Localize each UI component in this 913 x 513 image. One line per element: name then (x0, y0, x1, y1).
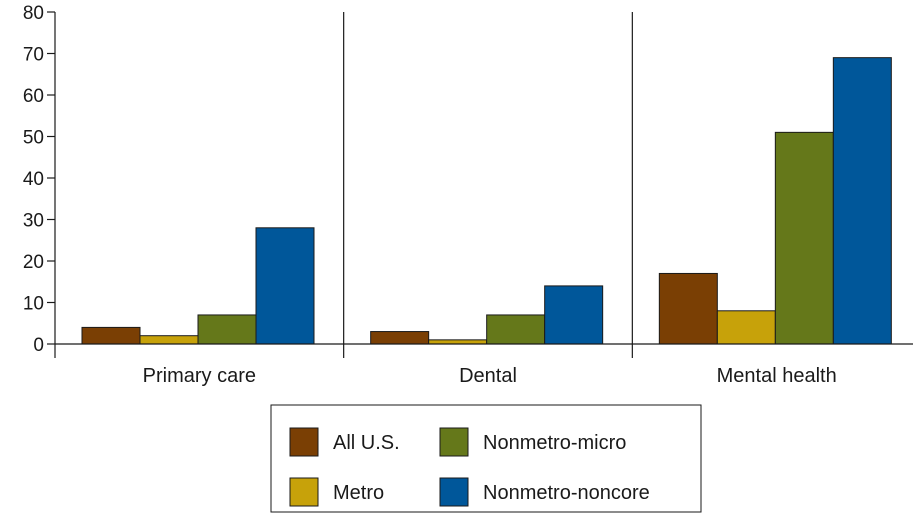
x-axis: Primary care Dental Mental health (54, 12, 913, 387)
x-category-label: Mental health (717, 365, 837, 387)
y-tick-label: 10 (23, 294, 44, 315)
y-tick-label: 50 (23, 128, 44, 149)
bar-metro-mental-health (716, 310, 776, 345)
bar-metro-dental (428, 339, 488, 345)
legend-label: Nonmetro-noncore (483, 482, 650, 504)
legend-swatch (289, 427, 319, 457)
bar-all-u-s--primary-care (81, 326, 141, 345)
legend-label: All U.S. (333, 432, 400, 454)
bar-all-u-s--dental (370, 331, 430, 345)
y-tick-label: 20 (23, 252, 44, 273)
legend-box (270, 404, 702, 513)
y-tick-label: 60 (23, 86, 44, 107)
y-tick-label: 70 (23, 45, 44, 66)
x-category-label: Primary care (143, 365, 256, 387)
y-tick-label: 80 (23, 3, 44, 24)
legend-label: Nonmetro-micro (483, 432, 626, 454)
legend: All U.S. Metro Nonmetro-micro Nonmetro-nonc… (270, 404, 702, 513)
legend-swatch (439, 477, 469, 507)
legend-swatch (289, 477, 319, 507)
bar-nonmetro-noncore-mental-health (832, 57, 892, 345)
bar-nonmetro-noncore-primary-care (255, 227, 315, 345)
bar-nonmetro-micro-mental-health (774, 131, 834, 345)
y-tick-label: 30 (23, 211, 44, 232)
bar-nonmetro-micro-dental (486, 314, 546, 345)
legend-swatch (439, 427, 469, 457)
legend-label: Metro (333, 482, 384, 504)
plot-area (81, 57, 892, 345)
y-tick-label: 0 (33, 335, 44, 356)
y-axis: 0 10 20 30 40 50 60 70 80 (23, 3, 56, 356)
bar-nonmetro-micro-primary-care (197, 314, 257, 345)
x-category-label: Dental (459, 365, 517, 387)
bar-nonmetro-noncore-dental (544, 285, 604, 345)
bar-all-u-s--mental-health (658, 272, 718, 345)
bar-metro-primary-care (139, 335, 199, 345)
y-tick-label: 40 (23, 169, 44, 190)
